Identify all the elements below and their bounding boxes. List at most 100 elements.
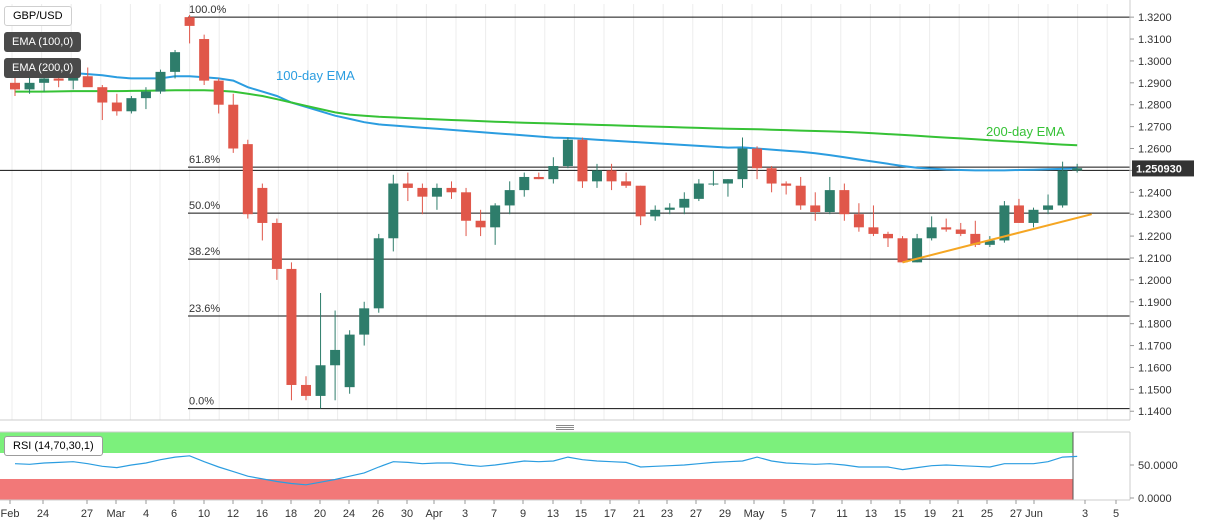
rsi-line — [14, 455, 1078, 486]
date-tick-label: 6 — [171, 508, 177, 520]
date-tick-label: 24 — [37, 508, 49, 520]
candle-bearish — [795, 185, 806, 206]
price-tick-label: 1.2800 — [1138, 100, 1172, 112]
candle-bullish — [999, 205, 1010, 241]
date-tick-label: Apr — [425, 508, 442, 520]
candle-bearish — [301, 384, 311, 396]
price-tick-label: 1.2100 — [1138, 253, 1172, 265]
candle-bullish — [912, 238, 923, 263]
candle-bearish — [752, 148, 763, 169]
candle-bearish — [97, 87, 108, 103]
candle-bearish — [446, 187, 457, 193]
date-tick-label: 7 — [491, 508, 497, 520]
date-tick-label: 16 — [256, 508, 268, 520]
date-tick-label: 29 — [719, 508, 731, 520]
candle-bullish — [155, 71, 166, 92]
date-tick-label: 9 — [520, 508, 526, 520]
candle-bearish — [461, 192, 472, 221]
price-tick-label: 1.2300 — [1138, 209, 1172, 221]
candle-bullish — [315, 365, 326, 396]
candle-bullish — [926, 227, 937, 239]
ema-lines — [14, 68, 1078, 172]
rsi-oversold-zone — [0, 479, 1073, 500]
candle-bearish — [213, 80, 224, 105]
price-tick-label: 1.1600 — [1138, 362, 1172, 374]
ema100-legend[interactable]: EMA (100,0) — [4, 32, 82, 52]
fib-level-label: 61.8% — [189, 154, 220, 166]
date-tick-label: 20 — [314, 508, 326, 520]
candle-bullish — [359, 308, 370, 335]
candle-bearish — [533, 176, 544, 180]
candle-bearish — [286, 268, 297, 385]
candle-bearish — [635, 185, 646, 217]
candle-bearish — [810, 205, 821, 212]
candle-bullish — [737, 148, 748, 180]
rsi-tick-label: 50.0000 — [1138, 460, 1178, 472]
candle-bearish — [606, 170, 617, 182]
candle-bullish — [562, 139, 573, 167]
date-tick-label: 27 — [690, 508, 702, 520]
candle-bearish — [853, 214, 864, 228]
candle-bullish — [708, 183, 719, 185]
pane-splitter-handle[interactable] — [556, 425, 574, 430]
price-tick-label: 1.1800 — [1138, 319, 1172, 331]
fibonacci-levels: 100.0% 61.8% 50.0% 38.2% 23.6% 0.0% — [0, 4, 1130, 410]
candle-bullish — [68, 76, 79, 81]
date-tick-label: 7 — [810, 508, 816, 520]
candle-bullish — [388, 183, 399, 239]
date-tick-label: 25 — [981, 508, 993, 520]
candles — [10, 14, 1083, 409]
price-tick-label: 1.2400 — [1138, 187, 1172, 199]
price-tick-label: 1.2900 — [1138, 78, 1172, 90]
candle-bearish — [941, 227, 952, 230]
candle-bearish — [271, 222, 282, 269]
candle-bearish — [868, 227, 879, 234]
price-tick-label: 1.1700 — [1138, 341, 1172, 353]
candle-bullish — [431, 187, 442, 197]
ema100-line — [14, 68, 1078, 172]
date-tick-label: 11 — [836, 508, 847, 520]
candle-bullish — [373, 238, 384, 309]
vertical-gridlines — [0, 4, 1130, 421]
date-tick-label: 24 — [343, 508, 355, 520]
price-tick-label: 1.2200 — [1138, 231, 1172, 243]
candle-bearish — [199, 39, 210, 81]
candle-bullish — [693, 183, 704, 199]
candle-bullish — [490, 205, 501, 228]
candle-bearish — [111, 102, 122, 112]
last-price-label: 1.250930 — [1136, 163, 1182, 175]
candle-bearish — [766, 168, 777, 184]
candle-bearish — [955, 229, 966, 234]
candle-bearish — [577, 139, 588, 182]
ema200-line — [15, 89, 1078, 147]
date-tick-label: 21 — [633, 508, 645, 520]
candle-bullish — [984, 240, 995, 245]
candle-bullish — [519, 176, 530, 191]
fib-level-label: 50.0% — [189, 200, 220, 212]
ema200-legend[interactable]: EMA (200,0) — [4, 58, 82, 78]
candle-bearish — [402, 183, 413, 188]
date-tick-label: 4 — [143, 508, 149, 520]
price-tick-label: 1.1900 — [1138, 297, 1172, 309]
candle-bearish — [257, 187, 268, 223]
candle-bullish — [664, 207, 675, 210]
candle-bearish — [10, 82, 20, 90]
date-tick-label: 18 — [285, 508, 297, 520]
date-tick-label: 27 — [81, 508, 93, 520]
candle-bullish — [140, 91, 151, 99]
date-tick-label: 13 — [865, 508, 877, 520]
date-tick-label: 23 — [661, 508, 673, 520]
ema200-annotation: 200-day EMA — [986, 124, 1065, 139]
date-tick-label: 5 — [1113, 508, 1119, 520]
candle-bullish — [344, 334, 355, 388]
rsi-legend[interactable]: RSI (14,70,30,1) — [4, 436, 103, 456]
fib-level-label: 38.2% — [189, 246, 220, 258]
candle-bullish — [679, 198, 690, 208]
date-tick-label: 15 — [575, 508, 587, 520]
symbol-label[interactable]: GBP/USD — [4, 6, 72, 26]
fib-level-label: 23.6% — [189, 303, 220, 315]
candle-bearish — [1013, 205, 1024, 223]
candle-bearish — [82, 76, 93, 88]
price-tick-label: 1.3200 — [1138, 12, 1172, 24]
